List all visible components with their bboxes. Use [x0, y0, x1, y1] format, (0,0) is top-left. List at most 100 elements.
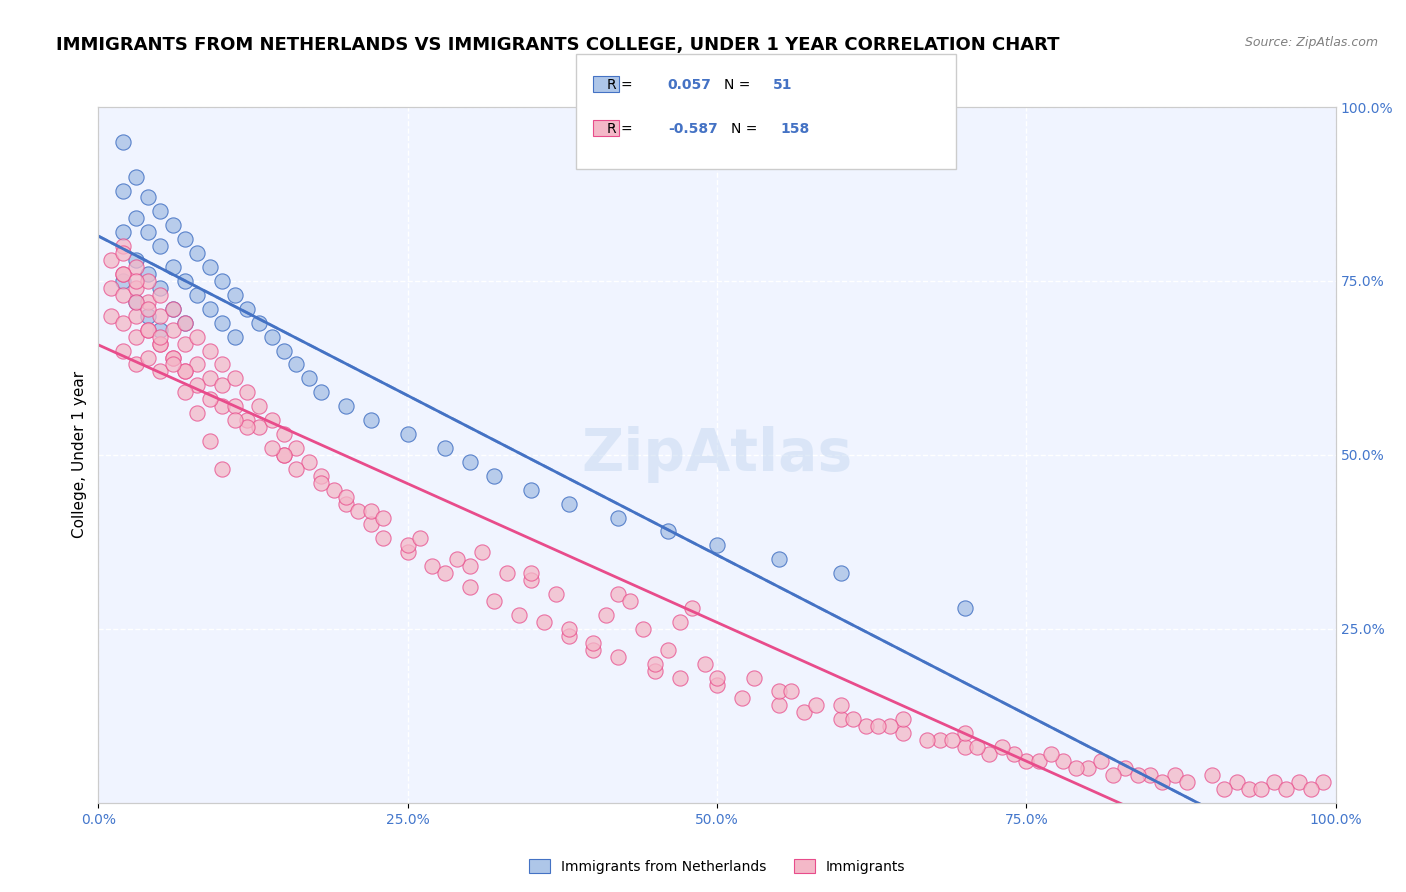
- Point: [1312, 775, 1334, 789]
- Point: [706, 671, 728, 685]
- Point: [520, 566, 543, 581]
- Point: [891, 726, 914, 740]
- Point: [124, 260, 146, 274]
- Point: [224, 288, 246, 302]
- Point: [371, 510, 394, 524]
- Point: [174, 274, 197, 288]
- Point: [706, 538, 728, 552]
- Point: [136, 323, 159, 337]
- Point: [582, 636, 605, 650]
- Point: [1028, 754, 1050, 768]
- Point: [298, 455, 321, 469]
- Point: [396, 545, 419, 559]
- Point: [149, 281, 172, 295]
- Point: [236, 301, 259, 316]
- Point: [557, 622, 579, 636]
- Point: [879, 719, 901, 733]
- Point: [1201, 768, 1223, 782]
- Point: [285, 441, 308, 455]
- Point: [1052, 754, 1074, 768]
- Point: [793, 706, 815, 720]
- Point: [396, 427, 419, 442]
- Point: [546, 587, 568, 601]
- Point: [298, 371, 321, 385]
- Point: [309, 385, 332, 400]
- Point: [371, 532, 394, 546]
- Point: [842, 712, 865, 726]
- Point: [285, 358, 308, 372]
- Point: [657, 524, 679, 539]
- Point: [174, 364, 197, 378]
- Point: [409, 532, 432, 546]
- Text: Source: ZipAtlas.com: Source: ZipAtlas.com: [1244, 36, 1378, 49]
- Point: [186, 406, 208, 420]
- Point: [1226, 775, 1249, 789]
- Point: [198, 343, 221, 358]
- Point: [1114, 761, 1136, 775]
- Point: [742, 671, 765, 685]
- Point: [112, 316, 135, 330]
- Point: [941, 733, 963, 747]
- Point: [149, 204, 172, 219]
- Point: [149, 329, 172, 343]
- Point: [1275, 781, 1298, 796]
- Point: [136, 351, 159, 365]
- Point: [112, 343, 135, 358]
- Point: [174, 316, 197, 330]
- Point: [607, 510, 630, 524]
- Point: [1263, 775, 1285, 789]
- Point: [607, 649, 630, 664]
- Point: [1175, 775, 1198, 789]
- Point: [422, 559, 444, 574]
- Point: [224, 413, 246, 427]
- Point: [174, 336, 197, 351]
- Point: [557, 497, 579, 511]
- Point: [162, 260, 184, 274]
- Point: [891, 712, 914, 726]
- Point: [644, 657, 666, 671]
- Point: [1152, 775, 1174, 789]
- Point: [149, 323, 172, 337]
- Point: [124, 329, 146, 343]
- Point: [360, 503, 382, 517]
- Point: [136, 323, 159, 337]
- Point: [247, 316, 270, 330]
- Point: [953, 740, 976, 755]
- Point: [149, 309, 172, 323]
- Point: [112, 239, 135, 253]
- Point: [458, 455, 481, 469]
- Point: [1126, 768, 1149, 782]
- Point: [260, 329, 283, 343]
- Point: [731, 691, 754, 706]
- Point: [830, 566, 852, 581]
- Point: [1250, 781, 1272, 796]
- Point: [1090, 754, 1112, 768]
- Point: [124, 211, 146, 226]
- Point: [1002, 747, 1025, 761]
- Point: [1102, 768, 1125, 782]
- Point: [866, 719, 889, 733]
- Point: [149, 239, 172, 253]
- Point: [186, 378, 208, 392]
- Point: [335, 490, 357, 504]
- Point: [273, 343, 295, 358]
- Text: N =: N =: [724, 78, 751, 92]
- Point: [768, 684, 790, 698]
- Point: [100, 281, 122, 295]
- Text: -0.587: -0.587: [668, 122, 717, 136]
- Point: [693, 657, 716, 671]
- Point: [508, 607, 530, 622]
- Point: [1299, 781, 1322, 796]
- Point: [953, 601, 976, 615]
- Point: [273, 427, 295, 442]
- Point: [236, 413, 259, 427]
- Point: [149, 336, 172, 351]
- Point: [186, 246, 208, 260]
- Point: [855, 719, 877, 733]
- Point: [433, 566, 456, 581]
- Point: [322, 483, 344, 497]
- Point: [360, 517, 382, 532]
- Point: [162, 351, 184, 365]
- Point: [657, 642, 679, 657]
- Point: [706, 677, 728, 691]
